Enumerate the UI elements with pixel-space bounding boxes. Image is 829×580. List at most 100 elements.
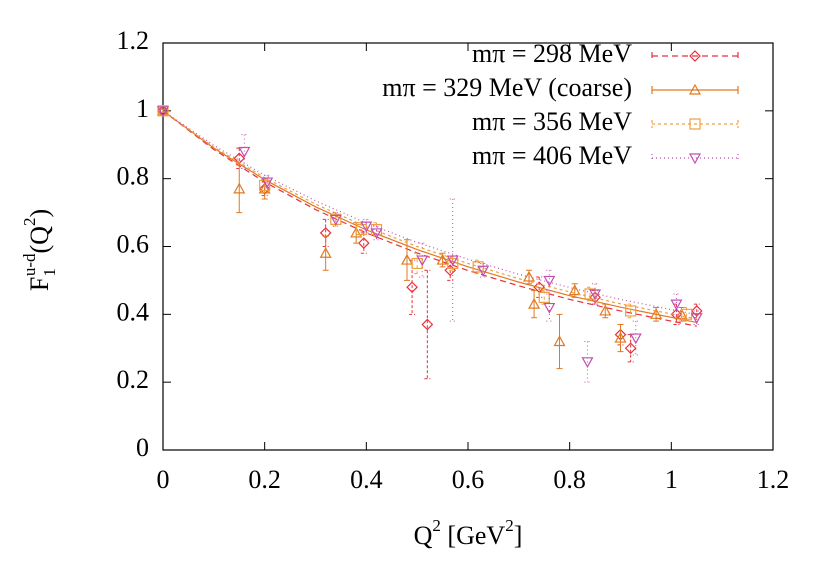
marker (370, 223, 383, 236)
x-axis-label: Q2 [GeV2] (414, 516, 523, 550)
marker (625, 305, 637, 317)
y-label-part: 1 (40, 268, 59, 277)
legend-label: mπ = 298 MeV (472, 39, 632, 68)
marker (650, 308, 663, 319)
x-label-part: Q (414, 521, 433, 550)
error-bar (693, 310, 700, 326)
legend-line (651, 86, 739, 94)
x-tick-label: 1 (665, 465, 678, 494)
marker (522, 270, 536, 282)
marker (670, 299, 683, 311)
x-tick-label: 0.6 (452, 465, 485, 494)
marker (599, 304, 612, 316)
marker (258, 182, 271, 194)
marker (261, 177, 274, 189)
legend-line (651, 154, 739, 162)
error-bar (419, 242, 426, 278)
marker (589, 289, 602, 301)
error-bar (449, 198, 456, 322)
legend-label: mπ = 406 MeV (472, 141, 632, 170)
y-axis-label: F1u-d(Q2) (20, 209, 59, 291)
marker (421, 318, 434, 331)
error-bar (592, 283, 599, 305)
y-label-part: u-d (20, 253, 39, 276)
error-bar (424, 269, 431, 380)
error-bar (673, 293, 680, 315)
y-tick-label: 1.2 (117, 26, 150, 55)
marker (624, 342, 637, 355)
legend-marker (689, 118, 701, 130)
marker (357, 237, 370, 249)
marker (400, 253, 414, 265)
x-tick-label: 0 (157, 465, 170, 494)
marker (233, 182, 246, 194)
error-bar (546, 293, 553, 322)
marker (156, 106, 170, 118)
error-bar (322, 235, 329, 271)
marker (543, 302, 556, 314)
error-bar (236, 164, 243, 214)
error-bar (531, 290, 538, 319)
error-bar (363, 218, 370, 234)
legend-marker (688, 153, 702, 165)
error-bar (480, 262, 487, 278)
marker (319, 247, 332, 258)
marker (416, 255, 429, 267)
x-label-part: 2 (505, 516, 514, 535)
marker (329, 214, 342, 226)
marker (477, 265, 490, 277)
legend-marker (688, 83, 702, 95)
fit-curve (162, 110, 697, 320)
x-label-part: 2 (432, 516, 441, 535)
marker (581, 357, 594, 369)
error-bar (556, 313, 563, 370)
marker (543, 275, 556, 287)
marker (553, 335, 566, 347)
marker (350, 226, 363, 238)
error-bar (241, 134, 248, 169)
legend-line (651, 52, 739, 60)
plot-frame (162, 42, 774, 451)
fit-curve (162, 110, 697, 327)
marker (528, 297, 541, 309)
y-label-part: (Q (25, 226, 54, 254)
marker (330, 213, 342, 225)
error-bar (404, 239, 410, 281)
marker (447, 257, 459, 270)
error-bar (264, 174, 271, 190)
marker (690, 313, 703, 324)
y-label-part: ) (25, 209, 54, 218)
error-bar (627, 334, 634, 363)
marker (259, 179, 271, 192)
marker (436, 253, 449, 265)
error-bar (373, 225, 380, 241)
error-bar (617, 324, 624, 353)
marker (360, 221, 373, 233)
marker (614, 331, 627, 343)
legend-marker (689, 50, 701, 62)
fit-curve (162, 110, 697, 316)
x-label-part: [GeV (441, 521, 505, 550)
legend-line (651, 120, 739, 128)
error-bar (546, 269, 553, 292)
marker (589, 291, 601, 304)
error-bar (414, 252, 421, 275)
marker (446, 255, 459, 267)
marker (370, 228, 383, 240)
y-tick-label: 0.8 (117, 162, 150, 191)
x-tick-label: 0.4 (350, 465, 383, 494)
y-tick-label: 0.6 (117, 229, 150, 258)
y-label-part: 2 (20, 218, 39, 227)
x-tick-label: 0.2 (248, 465, 281, 494)
marker (406, 281, 418, 294)
marker (680, 308, 693, 320)
marker (629, 333, 642, 345)
legend-label: mπ = 329 MeV (coarse) (382, 73, 632, 102)
y-tick-label: 0 (136, 433, 149, 462)
marker (238, 146, 251, 158)
legend-label: mπ = 356 MeV (472, 107, 632, 136)
error-bar (332, 212, 339, 227)
marker (157, 105, 169, 117)
